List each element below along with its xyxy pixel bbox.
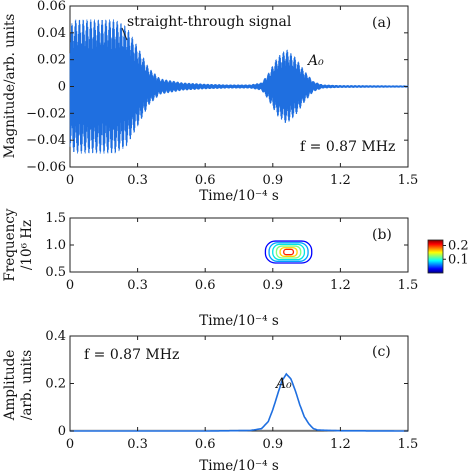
panel-b-contour-level [275, 245, 302, 259]
panel-c-ticks: 0 0.3 0.6 0.9 1.2 1.5 0.4 0.2 0 [45, 329, 418, 452]
panel-a-waveform [69, 19, 409, 154]
panel-b-xtick-label: 0.3 [127, 278, 148, 293]
panel-a: 0 0.3 0.6 0.9 1.2 1.5 0.06 0.04 0.02 0 −0.02 −0.04 −… [2, 0, 418, 204]
panel-c-xtick-label: 0 [66, 437, 74, 452]
panel-c-envelope-line [70, 372, 408, 432]
panel-b-contour-level [264, 240, 313, 264]
panel-a-ytick-label: −0.06 [26, 160, 66, 175]
panel-b-contour-level [283, 248, 295, 256]
panel-b-ytick-label: 1.0 [45, 238, 66, 253]
panel-c-ylabel-line1: Amplitude [2, 350, 18, 422]
panel-a-xtick-label: 1.5 [398, 173, 419, 188]
panel-c-ylabel-line2: /arb. units [19, 350, 35, 420]
panel-b-ytick-label: 0.5 [45, 265, 66, 280]
panel-c-xtick-label: 0.3 [127, 437, 148, 452]
colorbar-tick-label: 0.2 [448, 239, 469, 254]
panel-b-ticks: 0 0.3 0.6 0.9 1.2 1.5 1.5 1.0 0.5 [45, 211, 418, 293]
panel-b-contours [264, 240, 313, 264]
panel-b-ytick-label: 1.5 [45, 211, 66, 226]
panel-c-xtick-label: 1.2 [330, 437, 351, 452]
colorbar-ticks: 0.20.1 [443, 239, 469, 267]
panel-b: 0 0.3 0.6 0.9 1.2 1.51.51.00.5 (b) Frequency … [2, 208, 469, 329]
panel-c-ytick-label: 0.4 [45, 329, 66, 344]
colorbar [427, 239, 444, 274]
panel-b-xtick-label: 0.6 [195, 278, 216, 293]
panel-b-contour-level [279, 247, 298, 257]
panel-a-signal-line [69, 19, 409, 154]
panel-a-frequency-label: f = 0.87 MHz [300, 139, 395, 155]
panel-c-ytick-label: 0 [58, 424, 66, 439]
panel-a-ytick-label: 0.04 [37, 26, 66, 41]
panel-c-frequency-label: f = 0.87 MHz [84, 347, 179, 363]
panel-a-xtick-label: 0 [66, 173, 74, 188]
panel-b-contour-level [272, 243, 306, 261]
panel-c-mode-label: A₀ [274, 376, 292, 392]
panel-b-ylabel-line1: Frequency [2, 208, 18, 281]
panel-b-ylabel-line2: /10⁶ Hz [19, 220, 35, 270]
panel-a-ytick-label: 0.06 [37, 0, 66, 14]
panel-a-ytick-label: −0.02 [26, 106, 66, 121]
panel-a-xtick-label: 1.2 [330, 173, 351, 188]
panel-a-ytick-label: 0 [58, 80, 66, 95]
panel-b-contour-level [268, 242, 309, 262]
panel-b-xtick-label: 0 [66, 278, 74, 293]
panel-b-xtick-label: 1.2 [330, 278, 351, 293]
panel-a-xtick-label: 0.6 [195, 173, 216, 188]
panel-a-xtick-label: 0.9 [262, 173, 283, 188]
panel-b-label: (b) [372, 227, 392, 243]
panel-a-ytick-label: −0.04 [26, 133, 66, 148]
panel-c: 0 0.3 0.6 0.9 1.2 1.5 0.4 0.2 0 (c) f = 0.87 MHz… [2, 329, 418, 474]
panel-b-xtick-label: 0.9 [262, 278, 283, 293]
panel-a-mode-label: A₀ [306, 53, 324, 69]
signal-annotation-leader [121, 27, 128, 41]
panel-b-xlabel: Time/10⁻⁴ s [199, 313, 279, 329]
panel-c-xtick-label: 0.9 [262, 437, 283, 452]
panel-b-frame [69, 217, 409, 273]
panel-a-ytick-label: 0.02 [37, 53, 66, 68]
panel-a-label: (a) [372, 15, 391, 31]
panel-a-xtick-label: 0.3 [127, 173, 148, 188]
signal-annotation: straight-through signal [127, 14, 292, 30]
panel-c-xtick-label: 0.6 [195, 437, 216, 452]
panel-a-xlabel: Time/10⁻⁴ s [199, 188, 279, 204]
panel-a-ticks: 0 0.3 0.6 0.9 1.2 1.5 0.06 0.04 0.02 0 −0.02 −0.04 −… [26, 0, 418, 188]
panel-b-xtick-label: 1.5 [398, 278, 419, 293]
panel-c-label: (c) [372, 344, 391, 360]
panel-a-ylabel: Magnitude/arb. units [2, 14, 18, 159]
panel-c-ytick-label: 0.2 [45, 377, 66, 392]
colorbar-tick-label: 0.1 [448, 252, 469, 267]
panel-c-xlabel: Time/10⁻⁴ s [199, 458, 279, 474]
panel-c-xtick-label: 1.5 [398, 437, 419, 452]
